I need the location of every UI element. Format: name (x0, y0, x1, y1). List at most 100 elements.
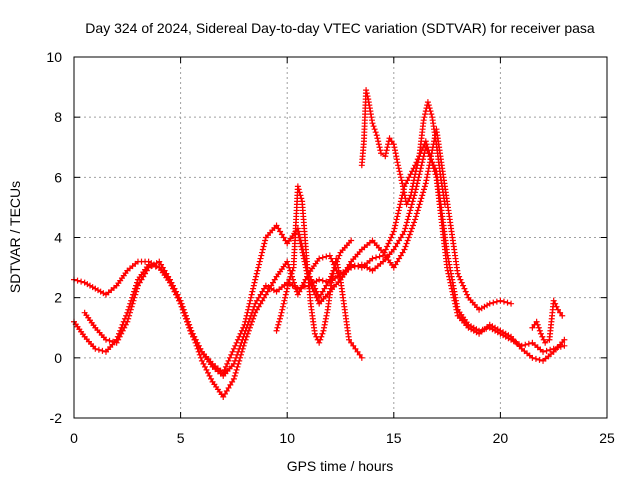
trail-marker (392, 222, 399, 229)
trail-marker (255, 303, 262, 310)
trail-marker (122, 321, 129, 328)
trail-marker (417, 198, 424, 205)
trail-marker (283, 288, 290, 295)
trail-marker (461, 285, 468, 292)
data-point (420, 117, 427, 124)
trail-marker (193, 339, 200, 346)
trail-marker (259, 246, 266, 253)
y-tick-label: 4 (54, 230, 62, 246)
trail-marker (131, 294, 138, 301)
trail-marker (242, 336, 249, 343)
trail-marker (249, 288, 256, 295)
data-point (273, 327, 280, 334)
trail-marker (245, 327, 252, 334)
trail-marker (407, 228, 414, 235)
trail-marker (176, 297, 183, 304)
trail-marker (140, 273, 147, 280)
trail-marker (413, 165, 420, 172)
trail-marker (328, 255, 335, 262)
trail-marker (539, 333, 546, 340)
trail-marker (95, 346, 102, 353)
trail-marker (288, 270, 295, 277)
trail-marker (410, 177, 417, 184)
trail-marker (458, 279, 465, 286)
trail-marker (297, 285, 304, 292)
trail-marker (418, 195, 425, 202)
trail-marker (119, 327, 126, 334)
trail-marker (344, 264, 351, 271)
trail-marker (242, 318, 249, 325)
data-point (241, 339, 248, 346)
trail-marker (269, 279, 276, 286)
trail-marker (132, 291, 139, 298)
trail-marker (355, 263, 362, 270)
trail-marker (237, 330, 244, 337)
trail-marker (385, 141, 392, 148)
trail-marker (128, 303, 135, 310)
trail-marker (421, 114, 428, 121)
trail-marker (336, 252, 343, 259)
trail-marker (319, 254, 326, 261)
trail-marker (238, 351, 245, 358)
trail-marker (168, 279, 175, 286)
data-point (294, 183, 301, 190)
trail-marker (246, 300, 253, 307)
trail-marker (404, 177, 411, 184)
data-point (395, 162, 402, 169)
data-point (382, 153, 389, 160)
trail-marker (196, 351, 203, 358)
data-point (561, 336, 568, 343)
data-point (177, 300, 184, 307)
data-point (113, 339, 120, 346)
trail-marker (377, 147, 384, 154)
trail-marker (234, 336, 241, 343)
trail-marker (190, 333, 197, 340)
trail-marker (106, 337, 113, 344)
trail-marker (264, 288, 271, 295)
trail-marker (254, 267, 261, 274)
trail-marker (99, 347, 106, 354)
trail-marker (383, 147, 390, 154)
trail-marker (121, 324, 128, 331)
data-point (537, 330, 544, 337)
data-point (188, 330, 195, 337)
trail-marker (324, 309, 331, 316)
trail-marker (421, 183, 428, 190)
trail-marker (322, 315, 329, 322)
trail-marker (456, 273, 463, 280)
trail-marker (275, 321, 282, 328)
data-point (230, 345, 237, 352)
trail-marker (356, 351, 363, 358)
trail-marker (413, 213, 420, 220)
trail-marker (397, 234, 404, 241)
trail-marker (318, 333, 325, 340)
trail-marker (319, 330, 326, 337)
trail-marker (259, 297, 266, 304)
y-tick-label: -2 (50, 410, 63, 426)
trail-marker (500, 298, 507, 305)
trail-marker (335, 267, 342, 274)
trail-marker (240, 342, 247, 349)
trail-marker (268, 282, 275, 289)
trail-marker (406, 210, 413, 217)
trail-marker (342, 267, 349, 274)
trail-marker (225, 357, 232, 364)
trail-marker (266, 285, 273, 292)
trail-marker (543, 347, 550, 354)
data-point (412, 216, 419, 223)
trail-marker (110, 338, 117, 345)
trail-marker (406, 174, 413, 181)
trail-marker (321, 321, 328, 328)
trail-marker (450, 291, 457, 298)
data-point (320, 327, 327, 334)
trail-marker (392, 261, 399, 268)
trail-marker (323, 312, 330, 319)
data-point (230, 375, 237, 382)
trail-marker (248, 291, 255, 298)
trail-marker (410, 180, 417, 187)
x-axis-label: GPS time / hours (287, 458, 394, 474)
trail-marker (397, 201, 404, 208)
trail-marker (233, 339, 240, 346)
trail-marker (280, 300, 287, 307)
data-point (390, 141, 397, 148)
